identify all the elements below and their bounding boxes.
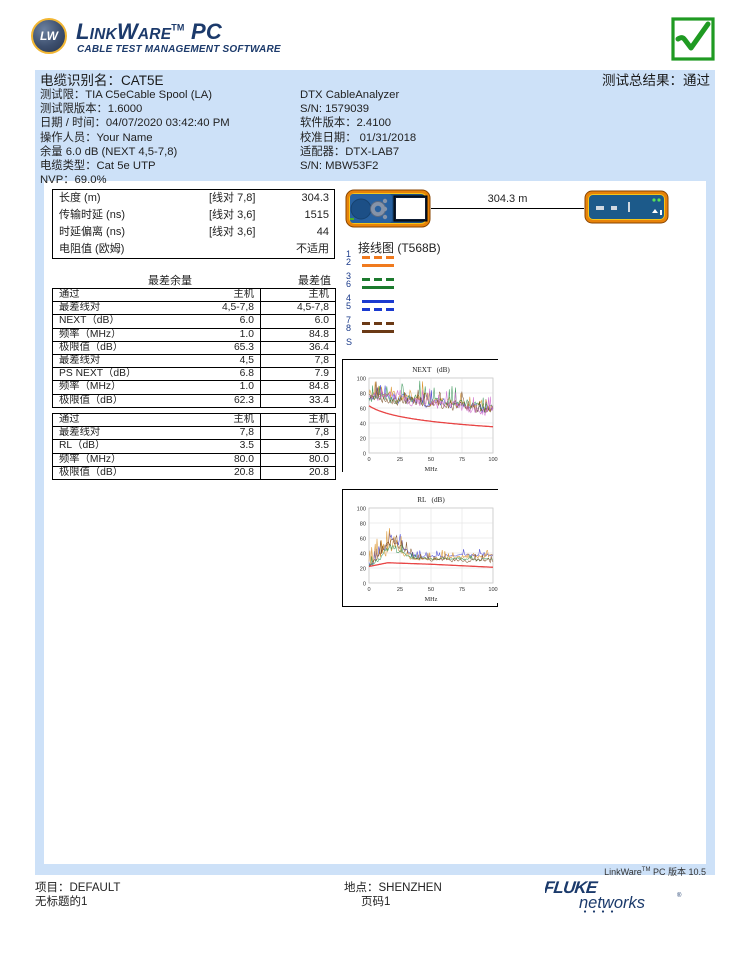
svg-text:40: 40 <box>360 552 366 558</box>
svg-text:25: 25 <box>397 587 403 593</box>
svg-text:50: 50 <box>428 587 434 593</box>
svg-text:40: 40 <box>360 422 366 428</box>
svg-text:NEXT (dB): NEXT (dB) <box>412 366 450 374</box>
svg-text:80: 80 <box>360 522 366 528</box>
svg-text:60: 60 <box>360 407 366 413</box>
svg-text:75: 75 <box>459 457 465 463</box>
svg-text:0: 0 <box>363 582 366 588</box>
svg-text:80: 80 <box>360 392 366 398</box>
svg-text:100: 100 <box>488 457 497 463</box>
svg-text:®: ® <box>677 892 682 899</box>
svg-text:networks: networks <box>579 894 645 912</box>
svg-text:MHz: MHz <box>425 596 438 603</box>
svg-text:100: 100 <box>488 587 497 593</box>
svg-text:0: 0 <box>367 587 370 593</box>
svg-text:20: 20 <box>360 567 366 573</box>
svg-text:50: 50 <box>428 457 434 463</box>
svg-text:25: 25 <box>397 457 403 463</box>
svg-text:0: 0 <box>367 457 370 463</box>
svg-text:0: 0 <box>363 452 366 458</box>
svg-text:60: 60 <box>360 537 366 543</box>
svg-text:100: 100 <box>357 377 366 383</box>
svg-text:MHz: MHz <box>425 466 438 473</box>
svg-text:75: 75 <box>459 587 465 593</box>
svg-text:100: 100 <box>357 507 366 513</box>
svg-text:20: 20 <box>360 437 366 443</box>
svg-text:RL (dB): RL (dB) <box>417 496 445 504</box>
